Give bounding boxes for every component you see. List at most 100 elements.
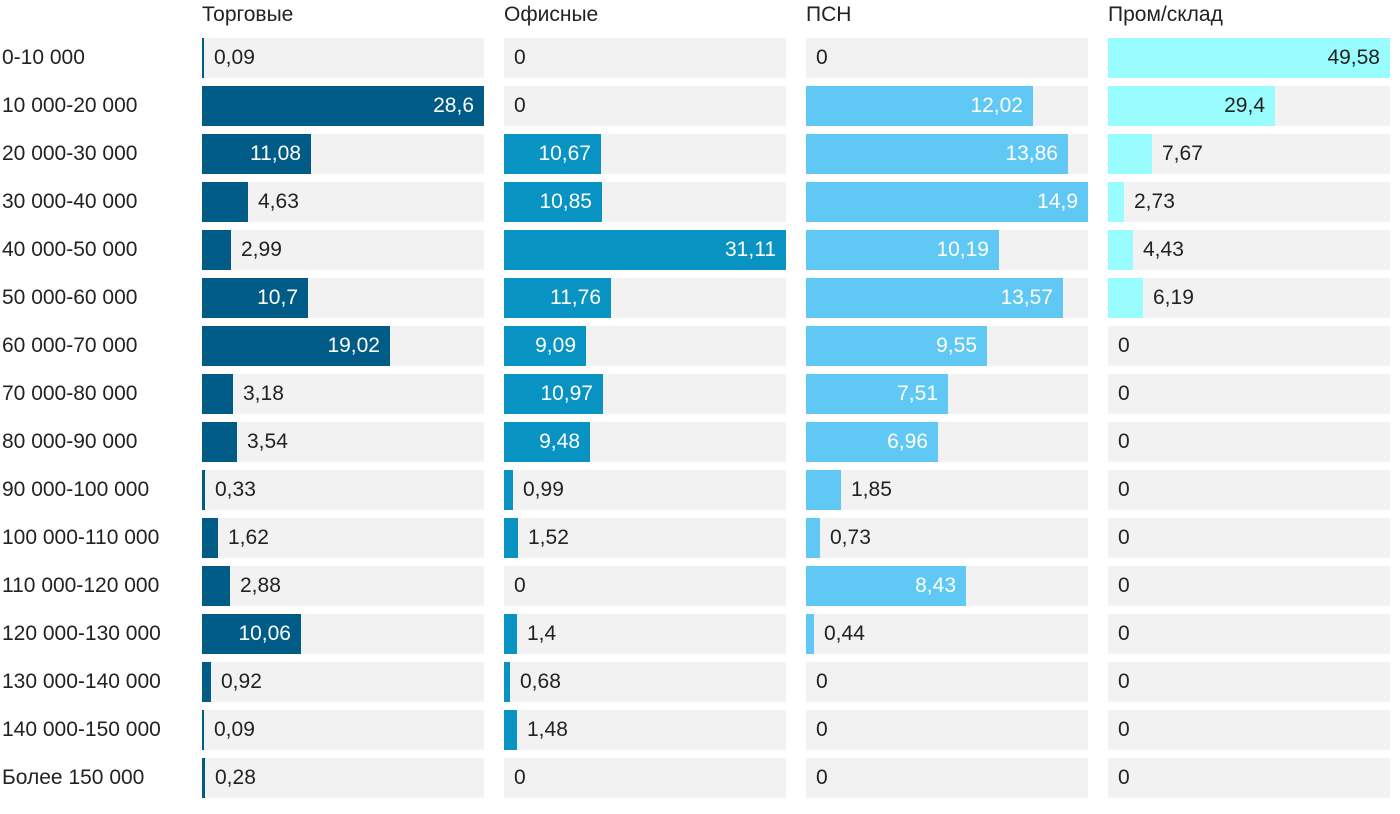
bar-track	[1108, 758, 1390, 798]
category-label: 10 000-20 000	[2, 94, 138, 117]
data-label: 3,18	[243, 382, 284, 405]
data-label: 11,76	[550, 286, 601, 309]
bar	[504, 518, 518, 558]
bar	[1108, 134, 1152, 174]
data-label: 0	[514, 574, 526, 597]
category-label: 100 000-110 000	[2, 526, 160, 549]
data-label: 3,54	[247, 430, 288, 453]
series-title: Офисные	[504, 3, 599, 26]
data-label: 0,28	[215, 766, 256, 789]
data-label: 28,6	[433, 94, 474, 117]
bar-track	[504, 566, 786, 606]
data-label: 2,88	[240, 574, 281, 597]
bar-track	[202, 470, 484, 510]
bar	[1108, 86, 1275, 126]
data-label: 31,11	[725, 238, 776, 261]
bar	[504, 710, 517, 750]
data-label: 12,02	[970, 94, 1023, 117]
data-label: 9,48	[539, 430, 580, 453]
bar	[504, 374, 603, 414]
bar-track	[202, 662, 484, 702]
bar	[202, 326, 390, 366]
data-label: 0	[1118, 334, 1130, 357]
bar	[202, 422, 237, 462]
bar	[1108, 278, 1143, 318]
bar	[202, 38, 204, 78]
bar	[202, 134, 311, 174]
bar-track	[202, 566, 484, 606]
bar	[1108, 230, 1133, 270]
category-label: 80 000-90 000	[2, 430, 138, 453]
bar-track	[202, 182, 484, 222]
data-label: 0	[1118, 574, 1130, 597]
data-label: 10,97	[540, 382, 593, 405]
data-label: 10,85	[539, 190, 592, 213]
bar	[806, 422, 938, 462]
data-label: 13,86	[1005, 142, 1058, 165]
bar-track	[806, 38, 1088, 78]
data-label: 10,06	[238, 622, 291, 645]
category-label: 30 000-40 000	[2, 190, 138, 213]
bar-track	[806, 518, 1088, 558]
bar-track	[504, 614, 786, 654]
data-label: 0	[816, 670, 828, 693]
data-label: 9,55	[936, 334, 977, 357]
bar-track	[504, 518, 786, 558]
bar	[504, 662, 510, 702]
data-label: 0	[816, 766, 828, 789]
bar	[202, 710, 204, 750]
bar-track	[1108, 326, 1390, 366]
data-label: 0	[1118, 766, 1130, 789]
data-label: 0	[1118, 622, 1130, 645]
bar	[504, 470, 513, 510]
bar-track	[1108, 230, 1390, 270]
data-label: 1,62	[228, 526, 269, 549]
bar-track	[504, 758, 786, 798]
bar-track	[1108, 374, 1390, 414]
data-label: 1,52	[528, 526, 569, 549]
category-label: Более 150 000	[2, 766, 145, 789]
data-label: 0,09	[214, 718, 255, 741]
data-label: 4,43	[1143, 238, 1184, 261]
data-label: 0	[1118, 382, 1130, 405]
bar-track	[202, 374, 484, 414]
data-label: 9,09	[535, 334, 576, 357]
bar	[806, 230, 999, 270]
data-label: 0,99	[523, 478, 564, 501]
bar	[202, 614, 301, 654]
data-label: 13,57	[1000, 286, 1053, 309]
data-label: 0	[1118, 478, 1130, 501]
data-label: 1,85	[851, 478, 892, 501]
data-label: 2,73	[1134, 190, 1175, 213]
data-label: 7,67	[1162, 142, 1203, 165]
category-label: 140 000-150 000	[2, 718, 161, 741]
category-label: 110 000-120 000	[2, 574, 160, 597]
bar	[806, 278, 1063, 318]
data-label: 0,09	[214, 46, 255, 69]
bar	[806, 470, 841, 510]
data-label: 14,9	[1037, 190, 1078, 213]
bar-track	[806, 470, 1088, 510]
bar	[806, 374, 948, 414]
data-label: 0	[1118, 526, 1130, 549]
bar	[202, 374, 233, 414]
data-label: 0,44	[824, 622, 865, 645]
bar-track	[202, 710, 484, 750]
data-label: 10,19	[936, 238, 989, 261]
bar	[504, 422, 590, 462]
bar	[504, 182, 602, 222]
data-label: 0,73	[830, 526, 871, 549]
bar-track	[1108, 182, 1390, 222]
bar	[806, 566, 966, 606]
data-label: 10,7	[257, 286, 298, 309]
data-label: 0,68	[520, 670, 561, 693]
data-label: 0	[514, 46, 526, 69]
data-label: 0	[514, 766, 526, 789]
data-label: 0	[1118, 718, 1130, 741]
bar-track	[1108, 662, 1390, 702]
data-label: 2,99	[241, 238, 282, 261]
bar-track	[202, 38, 484, 78]
bar	[806, 518, 820, 558]
bar-track	[504, 662, 786, 702]
